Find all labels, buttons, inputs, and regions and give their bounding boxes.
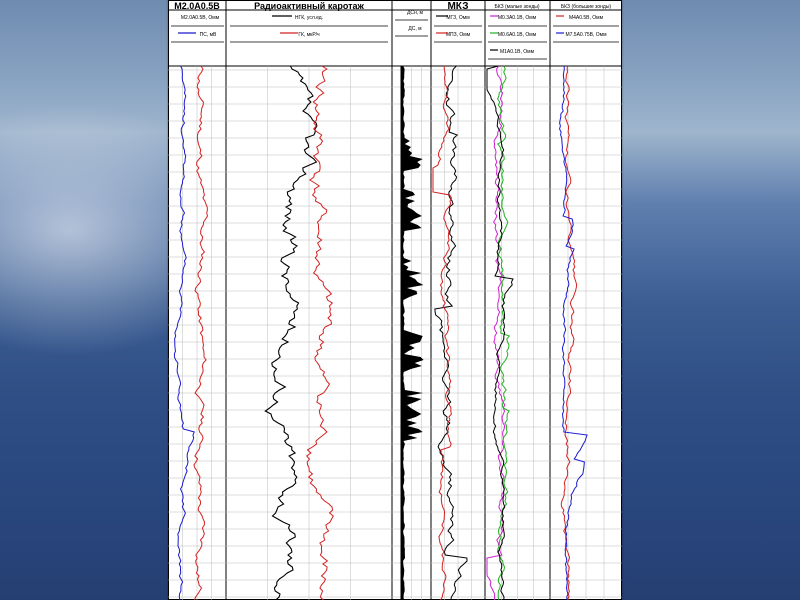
curve-caliper [401, 66, 424, 600]
track5-title: БКЗ (малые зонды) [494, 4, 539, 10]
curve-m4 [560, 65, 578, 600]
track1-title: M2.0A0.5B [174, 1, 220, 11]
curve-label-m2: M2.0A0.5B, Омм [181, 15, 220, 21]
curve-label-m1: M1A0.1B, Омм [500, 49, 535, 55]
curve-label-m06: M0.6A0.1B, Омм [498, 32, 537, 38]
curve-label-m75: M7.5A0.75B, Омм [565, 32, 607, 38]
curve-label-mpz: МПЗ, Омм [446, 32, 471, 38]
curve-m03 [486, 65, 506, 600]
curve-m1 [486, 65, 514, 600]
curve-label-mgz: МГЗ, Омм [446, 15, 470, 21]
curve-mpz [432, 65, 453, 600]
well-log-chart: M2.0A0.5B Радиоактивный каротаж МКЗ БКЗ … [168, 0, 622, 600]
depth-grid [168, 66, 622, 600]
curve-m06 [496, 65, 511, 600]
track4-title: МКЗ [447, 1, 468, 12]
curve-label-ps: ПС, мВ [200, 32, 217, 38]
curve-label-m4: M4A0.5B, Омм [569, 15, 604, 21]
curve-m75 [558, 65, 588, 600]
curve-label-gk: ГК, мкР/ч [298, 32, 320, 38]
track-frame [168, 0, 622, 600]
track6-title: БКЗ (большие зонды) [561, 4, 612, 10]
curve-ps [173, 65, 196, 600]
curve-gk [305, 65, 334, 600]
curve-ngk [264, 65, 318, 600]
curve-label-ds: ДС, м [408, 26, 422, 32]
curve-m2 [193, 65, 209, 600]
track2-title: Радиоактивный каротаж [254, 1, 364, 11]
curve-label-ngk: НГК, усл.ед. [295, 15, 323, 21]
curve-mgz [434, 65, 468, 600]
curve-label-dsn: ДСн, м [407, 10, 424, 16]
curve-label-m03: M0.3A0.1B, Омм [498, 15, 537, 21]
well-log-panel: M2.0A0.5B Радиоактивный каротаж МКЗ БКЗ … [168, 0, 622, 600]
